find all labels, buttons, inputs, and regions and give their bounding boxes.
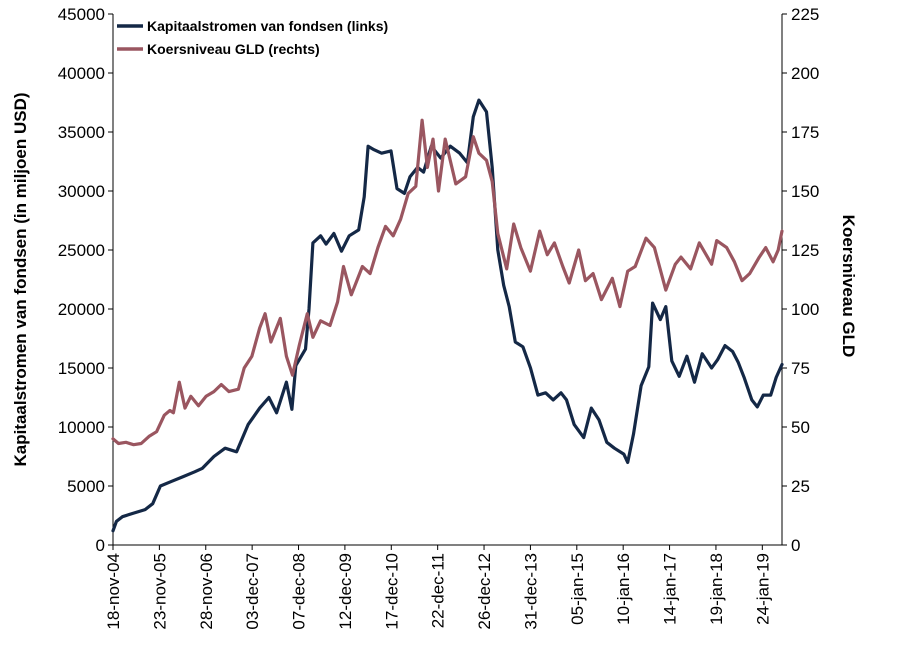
- x-tick-label: 12-dec-09: [336, 553, 355, 630]
- y-left-tick-label: 5000: [67, 477, 105, 496]
- y-left-tick-label: 20000: [58, 300, 105, 319]
- y-right-tick-label: 175: [791, 123, 819, 142]
- x-tick-label: 28-nov-06: [197, 553, 216, 630]
- x-tick-label: 14-jan-17: [661, 553, 680, 625]
- y-right-tick-label: 50: [791, 418, 810, 437]
- y-left-tick-label: 40000: [58, 64, 105, 83]
- y-left-tick-label: 35000: [58, 123, 105, 142]
- y-right-tick-label: 150: [791, 182, 819, 201]
- legend-label-1: Kapitaalstromen van fondsen (links): [147, 18, 388, 34]
- y-left-tick-label: 10000: [58, 418, 105, 437]
- x-tick-label: 10-jan-16: [614, 553, 633, 625]
- y-right-tick-label: 25: [791, 477, 810, 496]
- y-right-tick-label: 125: [791, 241, 819, 260]
- x-tick-label: 05-jan-15: [568, 553, 587, 625]
- y-axis-left-title: Kapitaalstromen van fondsen (in miljoen …: [11, 92, 30, 466]
- series-line-2: [111, 118, 784, 447]
- series-line-1: [111, 98, 784, 533]
- x-tick-label: 23-nov-05: [150, 553, 169, 630]
- y-right-tick-label: 225: [791, 5, 819, 24]
- y-right-tick-label: 200: [791, 64, 819, 83]
- y-left-tick-label: 30000: [58, 182, 105, 201]
- y-right-tick-label: 100: [791, 300, 819, 319]
- y-left-tick-label: 15000: [58, 359, 105, 378]
- x-tick-label: 22-dec-11: [429, 553, 448, 628]
- y-axis-right-title: Koersniveau GLD: [839, 215, 858, 358]
- legend-label-2: Koersniveau GLD (rechts): [147, 41, 320, 57]
- x-tick-label: 19-jan-18: [707, 553, 726, 625]
- y-right-tick-label: 0: [791, 536, 800, 555]
- x-tick-label: 03-dec-07: [243, 553, 262, 630]
- x-tick-label: 18-nov-04: [104, 553, 123, 630]
- x-tick-label: 07-dec-08: [290, 553, 309, 630]
- y-left-tick-label: 25000: [58, 241, 105, 260]
- x-tick-label: 31-dec-13: [521, 553, 540, 630]
- y-left-tick-label: 45000: [58, 5, 105, 24]
- y-left-tick-label: 0: [96, 536, 105, 555]
- x-tick-label: 17-dec-10: [382, 553, 401, 630]
- x-tick-label: 26-dec-12: [475, 553, 494, 630]
- y-right-tick-label: 75: [791, 359, 810, 378]
- x-tick-label: 24-jan-19: [753, 553, 772, 625]
